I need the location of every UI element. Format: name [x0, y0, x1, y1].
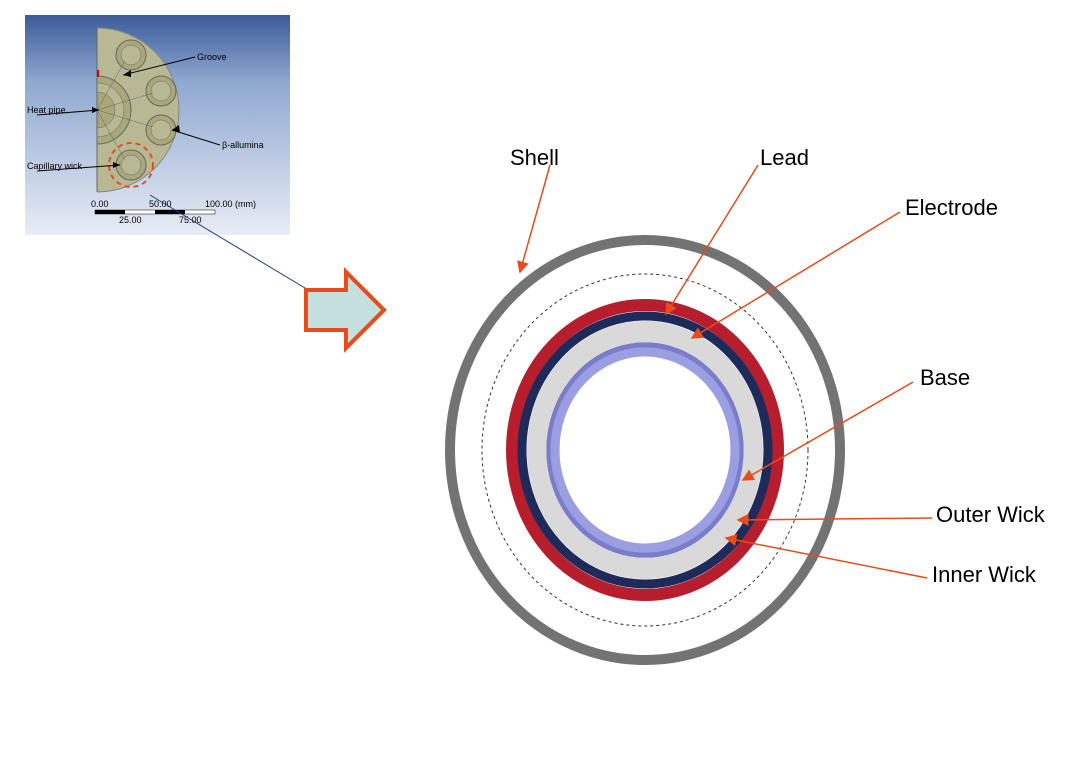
label-inner-wick: Inner Wick: [932, 562, 1036, 588]
svg-text:25.00: 25.00: [119, 215, 142, 225]
main-diagram-svg: [300, 130, 1080, 760]
leader-shell: [520, 165, 550, 272]
leader-inner-wick: [726, 538, 927, 578]
main-diagram: Shell Lead Electrode Base Outer Wick Inn…: [300, 130, 1080, 760]
thumb-scale-bar: 0.00 25.00 50.00 75.00 100.00 (mm): [91, 199, 256, 225]
thumb-label-heat-pipe: Heat pipe: [27, 105, 66, 115]
thumb-label-groove: Groove: [197, 52, 227, 62]
label-shell: Shell: [510, 145, 559, 171]
label-electrode: Electrode: [905, 195, 998, 221]
thumb-label-beta-alumina: β-allumina: [222, 140, 264, 150]
svg-text:100.00 (mm): 100.00 (mm): [205, 199, 256, 209]
svg-text:50.00: 50.00: [149, 199, 172, 209]
svg-text:0.00: 0.00: [91, 199, 109, 209]
thumb-label-capillary-wick: Capillary wick: [27, 161, 83, 171]
label-base: Base: [920, 365, 970, 391]
thumbnail-svg: Groove Heat pipe β-allumina Capillary wi…: [25, 15, 290, 235]
label-outer-wick: Outer Wick: [936, 502, 1045, 528]
label-lead: Lead: [760, 145, 809, 171]
layer-inner-wick: [555, 352, 735, 548]
thumbnail-panel: Groove Heat pipe β-allumina Capillary wi…: [25, 15, 290, 235]
svg-text:75.00: 75.00: [179, 215, 202, 225]
